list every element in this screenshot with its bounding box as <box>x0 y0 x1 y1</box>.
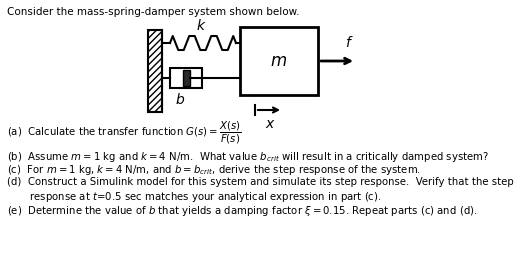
Text: (b)  Assume $m = 1$ kg and $k = 4$ N/m.  What value $b_{crit}$ will result in a : (b) Assume $m = 1$ kg and $k = 4$ N/m. W… <box>7 150 489 164</box>
Text: (a)  Calculate the transfer function $G(s) = \dfrac{X(s)}{F(s)}$: (a) Calculate the transfer function $G(s… <box>7 120 241 146</box>
Text: (c)  For $m = 1$ kg, $k = 4$ N/m, and $b = b_{crit}$, derive the step response o: (c) For $m = 1$ kg, $k = 4$ N/m, and $b … <box>7 163 421 177</box>
Bar <box>240 27 318 95</box>
Text: k: k <box>197 19 205 33</box>
Text: Consider the mass-spring-damper system shown below.: Consider the mass-spring-damper system s… <box>7 7 299 17</box>
Text: b: b <box>175 93 184 107</box>
Text: (d)  Construct a Simulink model for this system and simulate its step response. : (d) Construct a Simulink model for this … <box>7 177 514 187</box>
Bar <box>170 68 202 88</box>
Text: (e)  Determine the value of $b$ that yields a damping factor $\xi = 0.15$. Repea: (e) Determine the value of $b$ that yiel… <box>7 204 478 218</box>
Text: f: f <box>345 36 350 50</box>
Text: response at $t$=0.5 sec matches your analytical expression in part (c).: response at $t$=0.5 sec matches your ana… <box>7 190 381 204</box>
Text: x: x <box>265 117 273 131</box>
Text: m: m <box>271 52 287 70</box>
Bar <box>148 30 162 112</box>
Bar <box>184 70 190 86</box>
